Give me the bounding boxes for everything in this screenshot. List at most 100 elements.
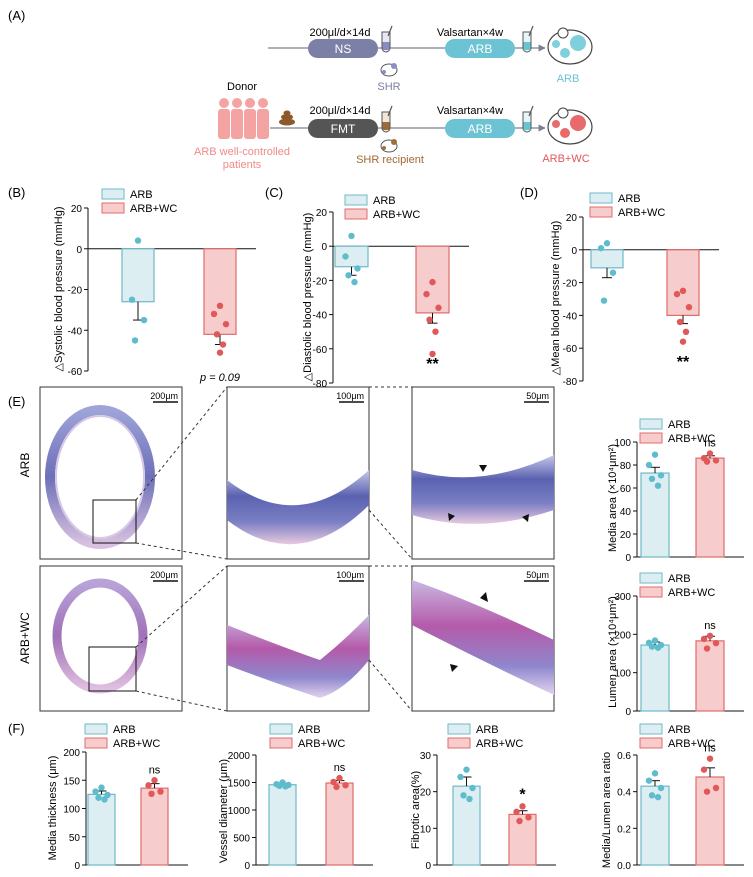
- ns-pill: [308, 39, 378, 58]
- data-point: [216, 349, 224, 356]
- data-point: [657, 784, 665, 792]
- y-tick-label: 1000: [228, 806, 251, 817]
- panel-label-c: (C): [265, 185, 283, 200]
- vessel-wall-arbwc-zoom1: [227, 615, 369, 698]
- valsartan-label-bottom: Valsartan×4w: [437, 105, 503, 117]
- vessel-ring-arb: [45, 405, 155, 549]
- data-point: [651, 637, 659, 644]
- data-point: [516, 817, 523, 825]
- data-point: [469, 784, 476, 792]
- data-point: [92, 788, 99, 795]
- data-point: [354, 265, 361, 272]
- y-axis-label: Media area (×10⁴μm²): [607, 444, 619, 552]
- data-point: [333, 783, 340, 791]
- legend-label-arb: ARB: [373, 195, 396, 207]
- data-point: [657, 472, 665, 479]
- stool-icon: [279, 110, 295, 126]
- y-tick-label: 100: [614, 669, 631, 680]
- scalebar-label: 200μm: [150, 391, 178, 401]
- y-tick-label: -20: [313, 276, 328, 287]
- scalebar-label: 100μm: [336, 391, 364, 401]
- bar-arb: [590, 249, 624, 269]
- data-point: [648, 475, 656, 482]
- bar-arbwc: [695, 640, 725, 712]
- y-tick-label: -40: [563, 311, 578, 322]
- vessel-wall-arb-zoom1: [227, 470, 369, 545]
- legend-label-arb: ARB: [618, 193, 641, 205]
- bar-arbwc: [695, 457, 725, 558]
- ns-pill-label: NS: [335, 42, 352, 56]
- y-axis-label: Media thickness (μm): [47, 756, 59, 861]
- data-point: [219, 341, 227, 348]
- zoom-box-arbwc: [88, 646, 137, 692]
- y-tick-label: 500: [233, 834, 250, 845]
- y-tick-label: 0.2: [617, 824, 631, 835]
- arrowhead-marker: [480, 592, 488, 602]
- y-tick-label: 200: [63, 748, 80, 759]
- y-tick-label: -80: [563, 377, 578, 388]
- scalebar-label: 50μm: [526, 570, 549, 580]
- valsartan-label-top: Valsartan×4w: [437, 27, 503, 39]
- data-point: [276, 782, 283, 789]
- legend-label-arb: ARB: [113, 724, 136, 736]
- legend-label-arb: ARB: [668, 724, 691, 736]
- significance-annotation: ns: [149, 764, 161, 776]
- data-point: [460, 792, 467, 799]
- vessel-wall-arb-zoom2: [412, 455, 554, 524]
- legend-swatch-arbwc: [269, 737, 293, 749]
- bar-arbwc: [325, 782, 354, 866]
- y-tick-label: 30: [420, 751, 432, 762]
- dose-label-bottom: 200μl/d×14d: [309, 105, 370, 117]
- bar-arb: [121, 248, 155, 303]
- bar-arb: [640, 644, 670, 712]
- legend-swatch-arb: [101, 188, 125, 200]
- panel-label-e: (E): [8, 394, 25, 409]
- tube-icon: [522, 25, 534, 53]
- arrowhead-marker: [479, 465, 487, 472]
- data-point: [104, 791, 111, 799]
- scalebar-label: 50μm: [526, 391, 549, 401]
- legend-swatch-arbwc: [344, 208, 368, 220]
- y-tick-label: -80: [313, 379, 328, 390]
- data-point: [457, 773, 464, 781]
- data-point: [210, 310, 218, 318]
- data-point: [673, 290, 681, 298]
- rat-arb-icon: [547, 27, 593, 65]
- y-tick-label: 20: [420, 788, 432, 799]
- legend-swatch-arb: [589, 192, 613, 204]
- bar-arbwc: [695, 776, 725, 866]
- y-tick-label: 10: [420, 824, 432, 835]
- patients-line1: ARB well-controlled: [194, 146, 290, 158]
- chart-E1: ARB ARB+WC 100 80 60 40 20 0 Media area (×10⁴μm²…: [607, 418, 744, 564]
- data-point: [712, 784, 720, 792]
- y-tick-label: 150: [63, 776, 80, 787]
- y-tick-label: 0: [625, 707, 631, 718]
- legend-swatch-arbwc: [84, 737, 108, 749]
- bar-arb: [268, 784, 297, 866]
- y-tick-label: 100: [614, 438, 631, 449]
- patients-line2: patients: [223, 159, 262, 171]
- legend-swatch-arb: [639, 572, 663, 584]
- y-tick-label: 0: [74, 861, 80, 872]
- y-tick-label: -20: [563, 279, 578, 290]
- legend-label-arbwc: ARB+WC: [373, 209, 420, 221]
- arb-pill-bottom-label: ARB: [468, 122, 493, 136]
- y-tick-label: 80: [620, 461, 632, 472]
- panel-label-b: (B): [8, 185, 25, 200]
- y-tick-label: 0: [76, 245, 82, 256]
- tube-icon: [522, 105, 534, 133]
- data-point: [95, 794, 102, 801]
- legend-swatch-arb: [344, 194, 368, 206]
- data-point: [679, 287, 687, 294]
- chart-C: ARB ARB+WC 20 0 -20 -40 -60 -80△Diastolic blood…: [302, 194, 469, 390]
- zoom-connector: [135, 386, 228, 501]
- donor-people-icon: [218, 98, 269, 139]
- legend-label-arbwc: ARB+WC: [668, 587, 715, 599]
- tube-icon: [381, 25, 393, 53]
- data-point: [600, 297, 608, 304]
- data-point: [706, 450, 714, 457]
- y-tick-label: -20: [68, 286, 83, 297]
- vessel-ring-arbwc: [52, 578, 148, 694]
- data-point: [148, 790, 155, 798]
